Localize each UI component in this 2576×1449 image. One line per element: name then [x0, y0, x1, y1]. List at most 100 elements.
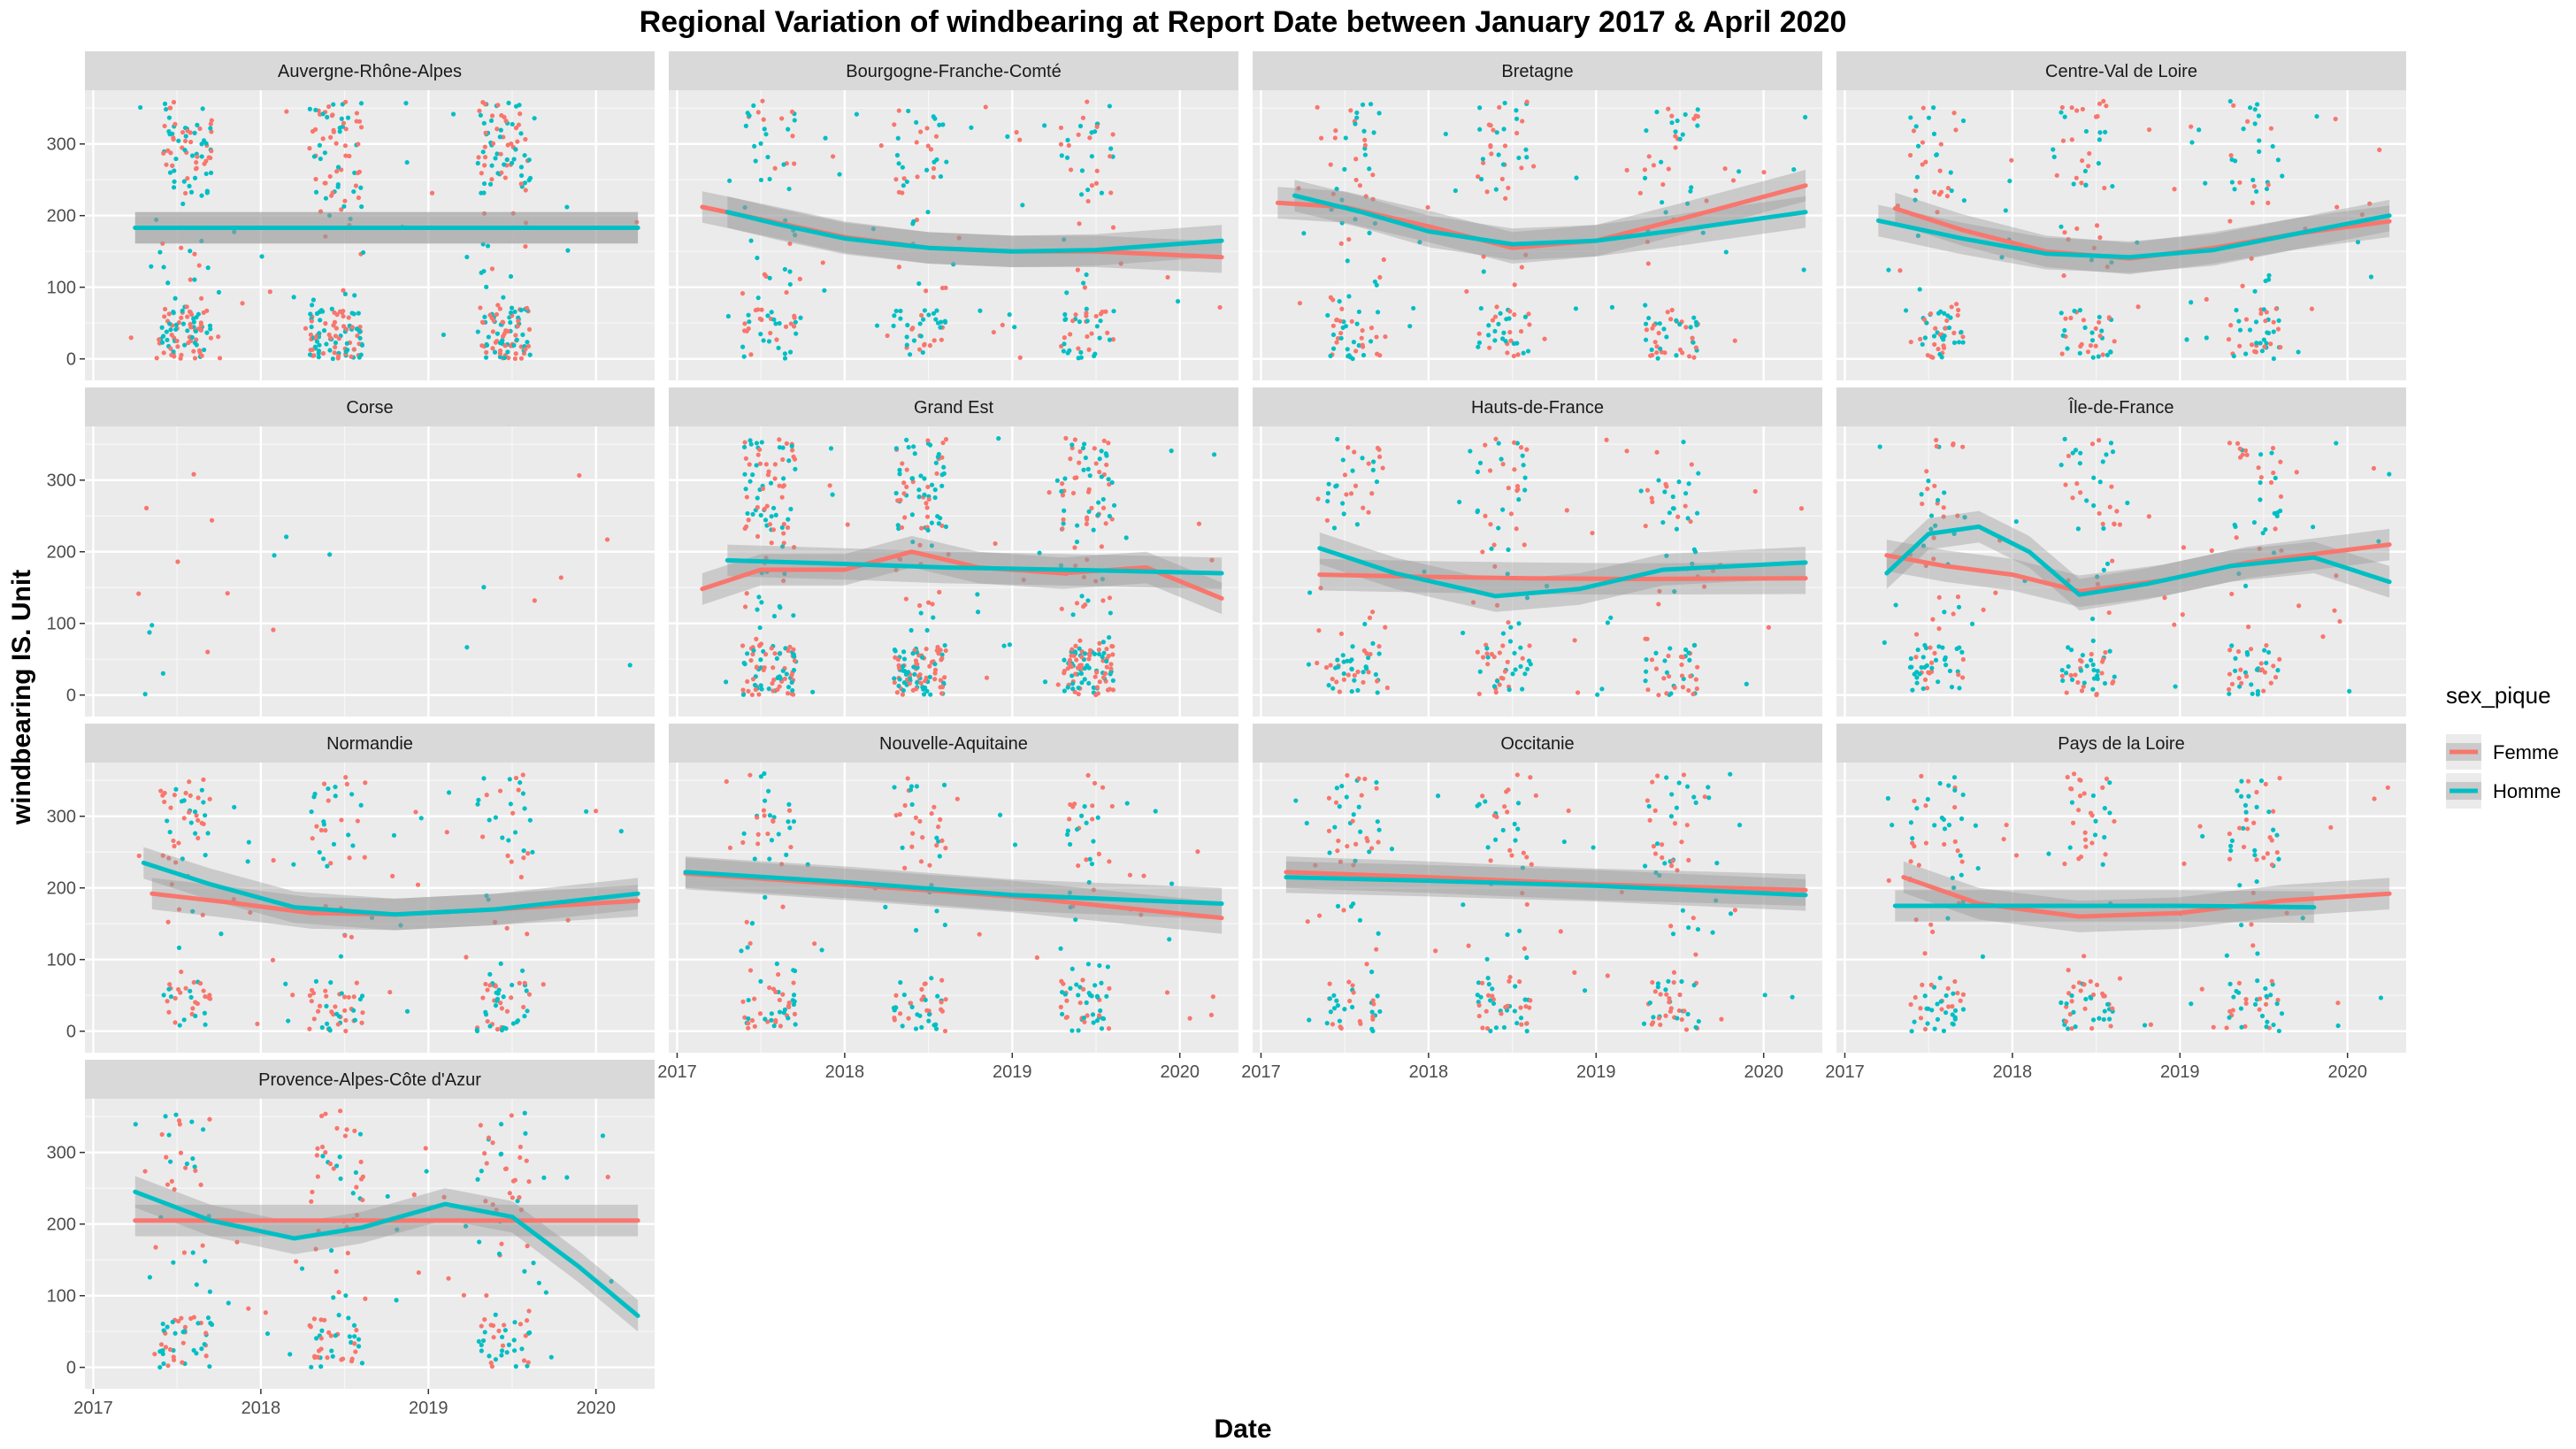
facet-panel: Bretagne: [1253, 51, 1822, 380]
data-point: [345, 1250, 350, 1256]
data-point: [1952, 787, 1958, 793]
data-point: [518, 111, 523, 117]
data-point: [171, 185, 177, 190]
data-point: [204, 188, 210, 194]
data-point: [525, 1360, 531, 1365]
data-point: [178, 356, 183, 361]
data-point: [2196, 127, 2202, 133]
data-point: [1087, 648, 1093, 653]
data-point: [776, 832, 781, 837]
data-point: [1522, 475, 1528, 480]
data-point: [765, 313, 770, 318]
data-point: [1957, 645, 1962, 650]
data-point: [1100, 785, 1106, 790]
data-point: [777, 445, 783, 450]
data-point: [1491, 127, 1496, 133]
data-point: [1914, 806, 1920, 811]
data-point: [917, 321, 923, 326]
data-point: [1932, 823, 1937, 828]
data-point: [495, 103, 501, 108]
smooth-line-homme: [683, 870, 1224, 906]
data-point: [786, 819, 791, 824]
data-point: [1065, 137, 1070, 142]
data-point: [1366, 670, 1371, 675]
data-point: [2264, 1024, 2269, 1030]
smooth-line-homme: [724, 210, 1224, 254]
data-point: [892, 676, 897, 681]
data-point: [2106, 315, 2112, 320]
data-point: [1923, 803, 1928, 809]
data-point: [1681, 772, 1687, 778]
data-point: [1342, 472, 1348, 478]
data-point: [892, 122, 897, 127]
data-point: [2093, 343, 2098, 349]
data-point: [767, 813, 773, 818]
data-point: [1085, 557, 1090, 563]
data-point: [192, 130, 197, 135]
data-point: [347, 153, 352, 159]
data-point: [2078, 450, 2083, 456]
data-point: [1089, 130, 1094, 135]
data-point: [1931, 131, 1937, 136]
data-point: [1695, 664, 1700, 670]
data-point: [2071, 1009, 2076, 1015]
data-point: [1803, 114, 1808, 120]
data-point: [791, 692, 796, 697]
data-point: [1475, 649, 1480, 655]
data-point: [1376, 840, 1381, 845]
data-point: [1067, 348, 1072, 353]
data-point: [2189, 300, 2194, 305]
data-point: [908, 627, 914, 633]
data-point: [1012, 325, 1017, 330]
data-point: [778, 650, 783, 656]
data-point: [143, 505, 150, 510]
data-point: [1955, 848, 1960, 854]
data-point: [2233, 524, 2238, 530]
data-point: [1500, 162, 1506, 167]
data-point: [1730, 178, 1736, 183]
data-point: [758, 683, 763, 688]
scatter-points: [133, 1108, 614, 1370]
data-point: [904, 334, 909, 340]
data-point: [1668, 863, 1675, 869]
data-point: [1572, 970, 1577, 975]
data-point: [363, 780, 368, 786]
data-point: [356, 169, 363, 174]
data-point: [924, 1008, 930, 1013]
data-point: [502, 343, 508, 349]
data-point: [506, 838, 511, 843]
data-point: [1060, 526, 1065, 532]
data-point: [1953, 127, 1959, 133]
data-point: [781, 162, 786, 167]
data-point: [1087, 135, 1092, 141]
data-point: [532, 116, 537, 121]
data-point: [2257, 1007, 2262, 1012]
data-point: [323, 180, 328, 186]
data-point: [217, 356, 223, 361]
data-point: [347, 855, 352, 861]
data-point: [1661, 676, 1667, 681]
data-point: [1091, 527, 1096, 533]
data-point: [600, 1133, 606, 1138]
data-point: [2252, 847, 2258, 853]
data-point: [901, 183, 906, 188]
data-point: [1500, 631, 1506, 636]
data-point: [172, 1020, 178, 1025]
data-point: [2337, 618, 2342, 625]
data-point: [1564, 508, 1569, 513]
data-point: [518, 1144, 523, 1150]
data-point: [1920, 105, 1926, 111]
data-point: [933, 1026, 939, 1031]
data-point: [894, 690, 900, 695]
data-point: [1370, 196, 1376, 202]
data-point: [318, 827, 324, 833]
data-point: [1960, 792, 1966, 798]
data-point: [488, 118, 494, 123]
data-point: [1669, 113, 1675, 119]
data-point: [2084, 663, 2089, 669]
data-point: [208, 121, 213, 126]
data-point: [1367, 230, 1372, 235]
data-point: [1500, 462, 1506, 467]
data-point: [1926, 115, 1932, 120]
scatter-points: [725, 98, 1223, 361]
